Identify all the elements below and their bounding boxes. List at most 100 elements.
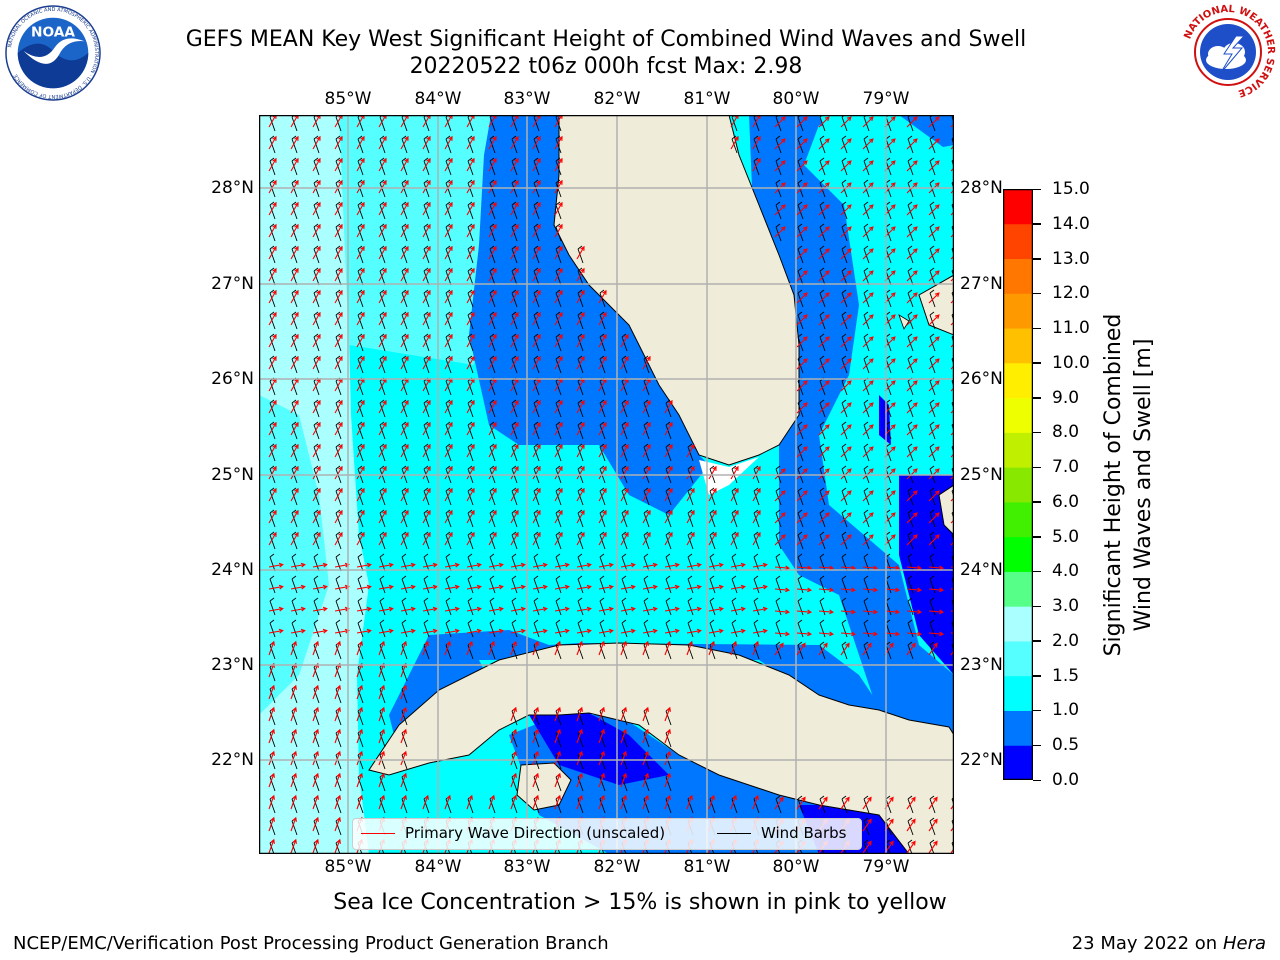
- wind-barb: [269, 179, 276, 198]
- wave-direction-arrow: [488, 223, 497, 238]
- wave-direction-arrow: [620, 628, 636, 634]
- colorbar-tick-mark: [1033, 501, 1041, 503]
- wind-barb: [335, 157, 342, 176]
- wave-direction-arrow: [906, 796, 916, 810]
- wind-barb: [401, 201, 408, 220]
- wind-barb: [335, 531, 342, 550]
- wind-barb: [357, 487, 364, 506]
- wave-direction-arrow: [510, 584, 526, 590]
- wind-barb: [643, 619, 650, 638]
- wave-direction-arrow: [334, 487, 343, 502]
- wind-barb: [269, 575, 276, 594]
- wave-direction-arrow: [488, 487, 497, 502]
- wave-direction-arrow: [444, 135, 453, 150]
- colorbar-tick: 8.0: [1052, 422, 1080, 443]
- wave-direction-arrow: [268, 728, 275, 744]
- wave-direction-arrow: [400, 706, 407, 722]
- wave-direction-arrow: [532, 267, 541, 282]
- wave-direction-arrow: [796, 314, 808, 326]
- wave-direction-arrow: [620, 562, 636, 568]
- wave-direction-arrow: [444, 509, 453, 524]
- wind-barb: [533, 157, 540, 176]
- map-legend: Primary Wave Direction (unscaled) Wind B…: [352, 818, 862, 850]
- wave-direction-arrow: [400, 135, 409, 150]
- wave-direction-arrow: [818, 468, 830, 480]
- wave-direction-arrow: [840, 380, 852, 392]
- wave-direction-arrow: [554, 562, 570, 568]
- wind-barb: [269, 465, 276, 484]
- wind-barb: [445, 399, 452, 418]
- wave-direction-arrow: [950, 387, 954, 392]
- wind-barb: [511, 157, 518, 176]
- wave-direction-arrow: [862, 512, 874, 524]
- wave-direction-arrow: [950, 233, 954, 238]
- wave-direction-arrow: [312, 115, 321, 128]
- wind-barb: [423, 201, 430, 220]
- wave-direction-arrow: [906, 314, 918, 326]
- wave-direction-arrow: [620, 443, 629, 458]
- wave-direction-arrow: [752, 606, 768, 612]
- wind-barb: [313, 399, 320, 418]
- wave-direction-arrow: [510, 606, 526, 612]
- wind-barb: [731, 465, 738, 484]
- wave-direction-arrow: [422, 584, 438, 590]
- wave-direction-arrow: [400, 421, 409, 436]
- wind-barb: [599, 575, 606, 594]
- wave-direction-arrow: [510, 311, 519, 326]
- wind-barb: [313, 245, 320, 264]
- wave-direction-arrow: [312, 311, 321, 326]
- wave-direction-arrow: [312, 223, 321, 238]
- wave-direction-arrow: [576, 487, 585, 502]
- wind-barb: [687, 597, 694, 616]
- wave-direction-arrow: [862, 314, 874, 326]
- wind-barb: [291, 157, 298, 176]
- wind-barb: [775, 641, 782, 660]
- wave-direction-arrow: [796, 631, 813, 637]
- wave-direction-arrow: [906, 534, 918, 546]
- wave-direction-arrow: [686, 794, 693, 810]
- colorbar-tick-mark: [1033, 536, 1041, 538]
- wind-barb: [401, 597, 408, 616]
- wave-direction-arrow: [928, 490, 940, 502]
- wave-direction-arrow: [840, 226, 852, 238]
- wave-direction-arrow: [378, 606, 394, 612]
- map-frame: [259, 115, 954, 854]
- wind-barb: [577, 553, 584, 572]
- wave-direction-arrow: [686, 509, 695, 524]
- wave-direction-arrow: [642, 728, 649, 744]
- lon-tick-top: 85°W: [324, 89, 372, 109]
- wind-barb: [907, 575, 914, 594]
- wave-direction-arrow: [400, 223, 409, 238]
- wave-direction-arrow: [554, 289, 563, 304]
- wave-direction-arrow: [664, 728, 671, 744]
- wind-barb: [401, 619, 408, 638]
- wind-barb: [753, 531, 760, 550]
- wave-direction-arrow: [730, 487, 739, 502]
- wave-direction-arrow: [862, 226, 874, 238]
- wave-direction-arrow: [290, 157, 299, 172]
- wind-barb: [753, 553, 760, 572]
- wave-direction-arrow: [862, 292, 874, 304]
- wave-direction-arrow: [510, 728, 517, 744]
- wave-direction-arrow: [598, 628, 614, 634]
- wave-direction-arrow: [950, 255, 954, 260]
- wind-barb: [357, 443, 364, 462]
- wind-barb: [907, 641, 914, 660]
- wind-barb: [599, 597, 606, 616]
- wave-direction-arrow: [400, 289, 409, 304]
- wind-barb: [467, 289, 474, 308]
- wave-direction-arrow: [356, 465, 365, 480]
- wave-direction-arrow: [444, 421, 453, 436]
- wave-direction-arrow: [378, 223, 387, 238]
- wind-barb: [467, 355, 474, 374]
- wind-barb: [313, 443, 320, 462]
- wave-direction-arrow: [576, 584, 592, 590]
- wind-barb: [577, 575, 584, 594]
- wind-barb: [467, 267, 474, 286]
- wave-direction-arrow: [334, 816, 341, 832]
- ocean-1.5-2m-nw: [339, 115, 509, 365]
- wind-barb: [489, 289, 496, 308]
- wind-barb: [401, 267, 408, 286]
- wave-direction-arrow: [554, 355, 563, 370]
- wave-direction-arrow: [840, 490, 852, 502]
